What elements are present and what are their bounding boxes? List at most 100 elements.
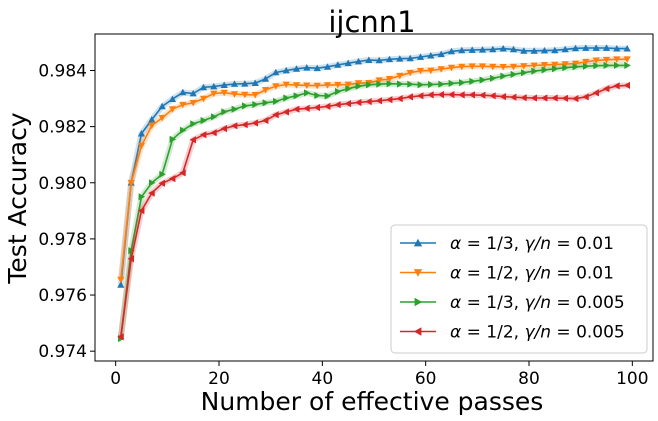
data-point — [323, 63, 332, 70]
legend-label-part: /n — [533, 234, 552, 254]
data-point — [376, 80, 383, 88]
data-point — [623, 45, 631, 52]
data-point — [592, 44, 600, 51]
x-axis: 0 20 40 60 80 100 — [110, 361, 649, 389]
data-point — [500, 72, 507, 80]
data-point — [303, 104, 310, 112]
data-point — [582, 93, 589, 101]
data-point — [468, 46, 476, 53]
data-point — [437, 91, 444, 99]
legend-label: α = 1/3, γ/n = 0.005 — [450, 293, 625, 313]
data-point — [242, 102, 249, 110]
data-point — [489, 63, 497, 71]
data-point — [344, 100, 351, 108]
data-point — [458, 91, 465, 99]
data-point — [272, 83, 280, 90]
data-point — [624, 61, 631, 69]
data-point — [179, 88, 187, 96]
data-point — [406, 54, 414, 62]
data-point — [127, 179, 135, 187]
data-point — [561, 61, 569, 68]
legend-label-part: = 0.01 — [551, 234, 614, 254]
legend-label-part: = 1/2, — [461, 264, 524, 284]
data-point — [200, 116, 208, 125]
data-point — [561, 45, 569, 53]
data-point — [458, 63, 466, 71]
legend-label-part: = 1/2, — [461, 323, 524, 343]
data-point — [190, 120, 197, 128]
data-point — [478, 91, 486, 99]
plot-frame — [94, 33, 654, 362]
y-tick-label: 0.980 — [38, 174, 87, 194]
data-point — [149, 179, 156, 187]
data-point — [571, 44, 580, 52]
data-point — [571, 95, 579, 103]
data-point — [602, 85, 610, 93]
data-point — [168, 95, 177, 102]
data-point — [602, 56, 611, 64]
data-point — [520, 94, 527, 102]
data-point — [137, 130, 146, 137]
data-point — [354, 80, 363, 87]
y-axis-label: Test Accuracy — [3, 112, 32, 285]
data-point — [168, 175, 176, 183]
data-point — [221, 108, 228, 116]
data-point — [199, 83, 208, 91]
data-point — [365, 56, 373, 63]
legend-box — [390, 224, 648, 354]
series-4 — [117, 81, 630, 341]
data-point — [230, 122, 238, 130]
data-point — [304, 89, 311, 97]
data-point — [572, 63, 580, 71]
data-point — [210, 90, 218, 98]
data-point — [447, 64, 456, 72]
data-point — [313, 103, 320, 112]
data-point — [438, 80, 445, 88]
data-point — [592, 57, 600, 64]
data-point — [540, 62, 549, 69]
data-point — [613, 56, 621, 63]
data-point — [499, 45, 507, 52]
data-point — [447, 91, 455, 99]
series-1 — [117, 44, 631, 288]
data-point — [541, 66, 549, 74]
data-point — [427, 67, 435, 75]
data-point — [148, 116, 156, 123]
data-point — [241, 121, 248, 129]
data-point — [551, 61, 559, 69]
data-point — [261, 116, 269, 125]
x-tick-label: 80 — [518, 369, 540, 389]
data-point — [447, 47, 456, 55]
data-point — [180, 126, 187, 134]
data-point — [551, 94, 558, 102]
legend-label-part: /n — [533, 264, 552, 284]
data-point — [313, 64, 321, 72]
data-point — [521, 69, 528, 77]
data-point — [396, 55, 404, 62]
data-point — [128, 247, 135, 255]
data-point — [416, 53, 425, 60]
y-tick-label: 0.976 — [38, 286, 87, 306]
legend-label-part: α — [450, 234, 461, 254]
data-point — [468, 63, 476, 70]
data-point — [293, 92, 301, 100]
data-point — [303, 64, 311, 71]
legend-label-part: γ — [524, 323, 535, 343]
data-point — [220, 125, 227, 133]
data-point — [231, 105, 239, 113]
data-point — [220, 81, 228, 88]
legend-label-part: = 0.01 — [551, 264, 614, 284]
data-point — [354, 57, 363, 65]
legend-marker — [413, 327, 422, 336]
data-point — [314, 91, 321, 100]
chart-title: ijcnn1 — [328, 5, 415, 39]
data-point — [199, 95, 208, 103]
data-point — [520, 63, 528, 70]
legend-item: α = 1/2, γ/n = 0.01 — [400, 264, 614, 284]
data-point — [396, 95, 403, 103]
data-point — [406, 93, 413, 101]
data-point — [179, 169, 186, 177]
data-point — [148, 189, 155, 197]
legend-label-part: α — [450, 323, 461, 343]
data-point — [385, 96, 393, 104]
